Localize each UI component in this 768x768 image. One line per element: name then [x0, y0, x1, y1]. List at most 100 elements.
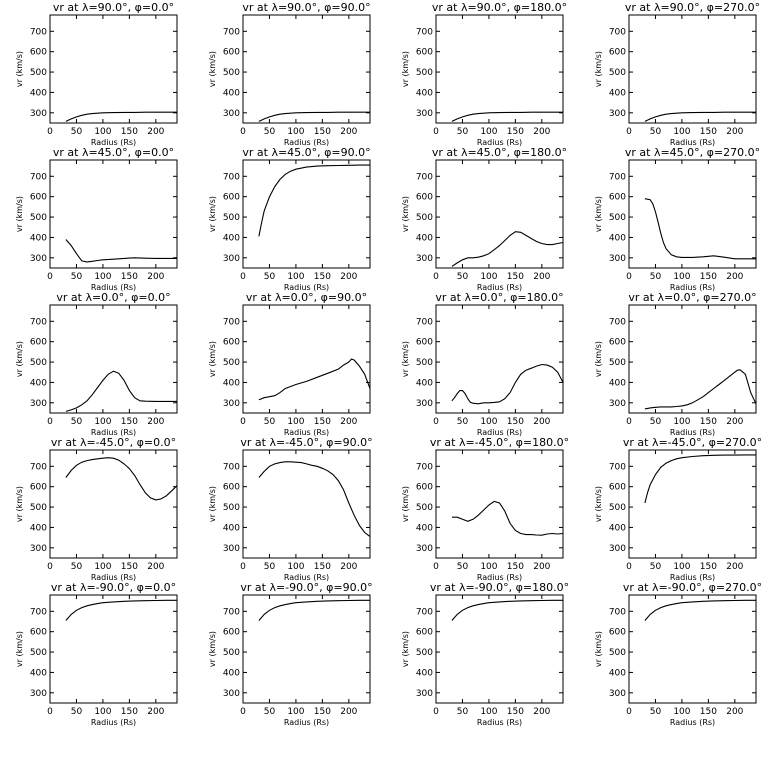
y-axis-label: vr (km/s)	[594, 196, 603, 232]
x-tick-label: 0	[433, 707, 439, 717]
y-tick-label: 500	[30, 503, 47, 513]
x-axis-label: Radius (Rs)	[477, 283, 522, 292]
y-tick-label: 400	[223, 233, 240, 243]
plot-frame	[49, 449, 178, 559]
x-tick-label: 50	[457, 417, 469, 427]
y-tick-label: 400	[223, 523, 240, 533]
x-tick-label: 100	[480, 562, 497, 572]
x-tick-label: 200	[147, 127, 164, 137]
x-axis-label: Radius (Rs)	[670, 718, 715, 727]
x-axis-label: Radius (Rs)	[284, 283, 329, 292]
x-tick-label: 0	[47, 272, 53, 282]
x-tick-label: 0	[240, 272, 246, 282]
y-tick-label: 500	[30, 68, 47, 78]
y-axis-label: vr (km/s)	[208, 631, 217, 667]
x-tick-label: 100	[94, 417, 111, 427]
y-tick-label: 700	[609, 462, 626, 472]
y-tick-label: 300	[223, 399, 240, 409]
y-axis-label: vr (km/s)	[15, 486, 24, 522]
y-tick-label: 700	[223, 607, 240, 617]
panel-3: vr at λ=90.0°, φ=180.0° 0 50 100 150 200 300 40…	[401, 1, 567, 147]
y-tick-label: 600	[223, 338, 240, 348]
chart-title: vr at λ=45.0°, φ=90.0°	[242, 146, 370, 159]
x-tick-label: 200	[726, 707, 743, 717]
x-tick-label: 100	[673, 272, 690, 282]
x-tick-label: 50	[264, 417, 276, 427]
chart-title: vr at λ=0.0°, φ=270.0°	[628, 291, 756, 304]
x-tick-label: 200	[147, 417, 164, 427]
plot-frame	[435, 304, 564, 414]
x-tick-label: 100	[94, 272, 111, 282]
x-tick-label: 200	[340, 707, 357, 717]
panel-12: vr at λ=0.0°, φ=270.0° 0 50 100 150 200 300 400…	[594, 291, 757, 437]
x-tick-label: 150	[700, 417, 717, 427]
y-tick-label: 400	[223, 88, 240, 98]
x-tick-label: 100	[287, 562, 304, 572]
y-tick-label: 300	[416, 689, 433, 699]
x-tick-label: 0	[626, 127, 632, 137]
y-tick-label: 400	[609, 668, 626, 678]
y-tick-label: 700	[223, 462, 240, 472]
y-axis-label: vr (km/s)	[208, 486, 217, 522]
y-axis-label: vr (km/s)	[208, 51, 217, 87]
panel-5: vr at λ=45.0°, φ=0.0° 0 50 100 150 200 300 400 5…	[15, 146, 178, 292]
x-tick-label: 200	[533, 272, 550, 282]
panel-2: vr at λ=90.0°, φ=90.0° 0 50 100 150 200 300 400…	[208, 1, 371, 147]
x-tick-label: 50	[457, 127, 469, 137]
x-tick-label: 150	[314, 127, 331, 137]
series-line	[451, 111, 563, 122]
x-axis-label: Radius (Rs)	[477, 428, 522, 437]
chart-title: vr at λ=0.0°, φ=90.0°	[246, 291, 367, 304]
plot-frame	[435, 14, 564, 124]
y-tick-label: 400	[30, 88, 47, 98]
y-tick-label: 400	[223, 668, 240, 678]
chart-title: vr at λ=45.0°, φ=0.0°	[53, 146, 174, 159]
x-tick-label: 100	[480, 417, 497, 427]
x-tick-label: 50	[650, 127, 662, 137]
series-line	[258, 111, 370, 122]
plot-frame	[628, 159, 757, 269]
y-tick-label: 700	[609, 607, 626, 617]
x-tick-label: 50	[264, 707, 276, 717]
x-tick-label: 150	[507, 127, 524, 137]
x-tick-label: 150	[314, 417, 331, 427]
x-axis-label: Radius (Rs)	[284, 718, 329, 727]
y-tick-label: 500	[416, 68, 433, 78]
y-tick-label: 300	[416, 109, 433, 119]
y-axis-label: vr (km/s)	[594, 486, 603, 522]
x-tick-label: 200	[533, 127, 550, 137]
x-axis-label: Radius (Rs)	[91, 718, 136, 727]
panel-13: vr at λ=-45.0°, φ=0.0° 0 50 100 150 200 300 400…	[15, 436, 178, 582]
plot-frame	[49, 159, 178, 269]
y-tick-label: 500	[30, 358, 47, 368]
series-line	[644, 198, 756, 260]
panel-15: vr at λ=-45.0°, φ=180.0° 0 50 100 150 200 300 4…	[401, 436, 569, 582]
x-tick-label: 50	[457, 562, 469, 572]
x-tick-label: 150	[121, 272, 138, 282]
x-tick-label: 100	[287, 127, 304, 137]
x-tick-label: 50	[650, 417, 662, 427]
chart-title: vr at λ=-90.0°, φ=270.0°	[623, 581, 762, 594]
y-tick-label: 600	[30, 193, 47, 203]
x-tick-label: 50	[71, 272, 83, 282]
x-tick-label: 100	[480, 272, 497, 282]
chart-title: vr at λ=-90.0°, φ=180.0°	[430, 581, 569, 594]
y-tick-label: 700	[30, 317, 47, 327]
x-tick-label: 200	[340, 272, 357, 282]
y-tick-label: 500	[30, 213, 47, 223]
panel-9: vr at λ=0.0°, φ=0.0° 0 50 100 150 200 300 400 50…	[15, 291, 178, 437]
chart-title: vr at λ=90.0°, φ=180.0°	[432, 1, 567, 14]
y-axis-label: vr (km/s)	[594, 631, 603, 667]
x-tick-label: 50	[457, 707, 469, 717]
x-tick-label: 0	[47, 417, 53, 427]
y-tick-label: 700	[416, 607, 433, 617]
y-tick-label: 600	[609, 338, 626, 348]
y-tick-label: 600	[30, 48, 47, 58]
series-line	[451, 599, 563, 621]
x-axis-label: Radius (Rs)	[670, 283, 715, 292]
x-axis-label: Radius (Rs)	[91, 283, 136, 292]
x-tick-label: 50	[71, 417, 83, 427]
chart-title: vr at λ=-45.0°, φ=0.0°	[51, 436, 176, 449]
y-tick-label: 600	[30, 483, 47, 493]
plot-frame	[49, 594, 178, 704]
